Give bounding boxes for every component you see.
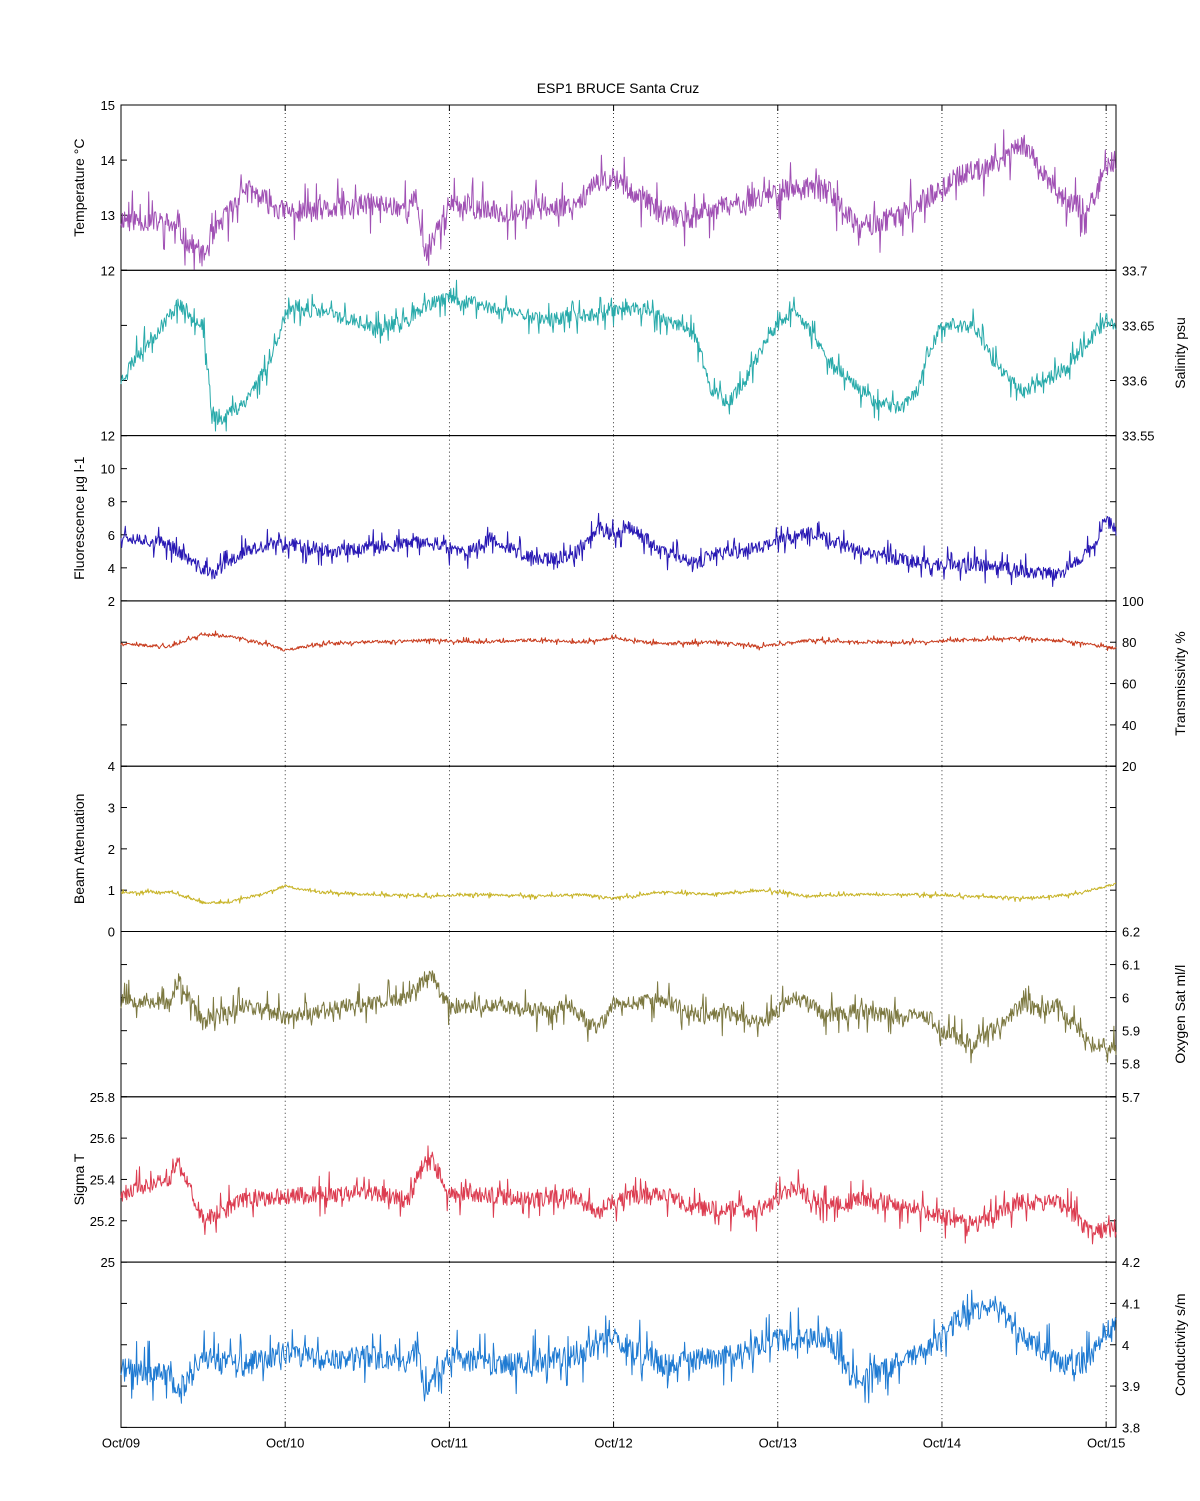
series-line-transmissivity <box>120 630 1117 652</box>
y-tick-label: 25 <box>101 1255 115 1270</box>
x-tick-label: Oct/15 <box>1087 1435 1125 1450</box>
y-tick-label: 80 <box>1122 635 1136 650</box>
y-tick-label: 25.8 <box>90 1090 115 1105</box>
x-tick-label: Oct/10 <box>266 1435 304 1450</box>
y-tick-label: 0 <box>108 925 115 940</box>
series-line-salinity <box>120 279 1117 432</box>
y-tick-label: 33.6 <box>1122 374 1147 389</box>
panel-transmissivity: 20 40 60 80 100 Transmissivity % <box>120 594 1188 774</box>
y-tick-label: 6 <box>1122 991 1129 1006</box>
y-tick-label: 13 <box>101 208 115 223</box>
series-line-temperature <box>120 129 1117 271</box>
y-tick-label: 4 <box>108 561 115 576</box>
panel-sigma_t: 25 25.2 25.4 25.6 25.8 Sigma T <box>71 1090 1117 1270</box>
y-tick-label: 3.9 <box>1122 1379 1140 1394</box>
x-tick-label: Oct/11 <box>431 1435 468 1450</box>
y-tick-label: 25.2 <box>90 1214 115 1229</box>
y-axis-label: Beam Attenuation <box>71 794 87 905</box>
y-tick-label: 25.4 <box>90 1172 115 1187</box>
y-tick-label: 3.8 <box>1122 1420 1140 1435</box>
y-axis-label: Salinity psu <box>1172 317 1188 389</box>
series-line-conductivity <box>120 1289 1117 1404</box>
y-tick-label: 4 <box>1122 1338 1129 1353</box>
y-tick-label: 6.2 <box>1122 925 1140 940</box>
y-tick-label: 12 <box>101 263 115 278</box>
y-tick-label: 100 <box>1122 594 1144 609</box>
series-line-beam_attenuation <box>121 882 1116 905</box>
y-tick-label: 4.2 <box>1122 1255 1140 1270</box>
chart-title: ESP1 BRUCE Santa Cruz <box>537 80 700 96</box>
y-tick-label: 33.55 <box>1122 429 1155 444</box>
y-tick-label: 8 <box>108 495 115 510</box>
x-tick-label: Oct/12 <box>594 1435 632 1450</box>
y-tick-label: 5.9 <box>1122 1024 1140 1039</box>
y-axis-label: Temperature °C <box>71 139 87 237</box>
y-tick-label: 6.1 <box>1122 958 1140 973</box>
series-line-oxygen_sat <box>120 970 1117 1064</box>
y-tick-label: 25.6 <box>90 1131 115 1146</box>
series-line-fluorescence <box>120 512 1117 587</box>
y-tick-label: 5.7 <box>1122 1090 1140 1105</box>
y-tick-label: 20 <box>1122 759 1136 774</box>
y-axis-label: Sigma T <box>71 1153 87 1205</box>
y-tick-label: 4 <box>108 759 115 774</box>
y-tick-label: 10 <box>101 462 115 477</box>
x-tick-label: Oct/13 <box>759 1435 797 1450</box>
series-line-sigma_t <box>120 1145 1117 1245</box>
y-tick-label: 15 <box>101 98 115 113</box>
y-axis-label: Fluorescence µg l-1 <box>71 456 87 579</box>
panel-fluorescence: 2 4 6 8 10 12 Fluorescence µg l-1 <box>71 429 1117 609</box>
y-tick-label: 60 <box>1122 677 1136 692</box>
panel-beam_attenuation: 0 1 2 3 4 Beam Attenuation <box>71 759 1117 940</box>
y-tick-label: 33.65 <box>1122 318 1155 333</box>
y-tick-label: 3 <box>108 801 115 816</box>
x-tick-label: Oct/14 <box>923 1435 961 1450</box>
y-tick-label: 5.8 <box>1122 1057 1140 1072</box>
y-tick-label: 40 <box>1122 718 1136 733</box>
y-axis-label: Oxygen Sat ml/l <box>1172 965 1188 1064</box>
y-axis-label: Conductivity s/m <box>1172 1293 1188 1396</box>
y-tick-label: 33.7 <box>1122 263 1147 278</box>
y-tick-label: 2 <box>108 594 115 609</box>
y-tick-label: 1 <box>108 883 115 898</box>
panel-conductivity: 3.8 3.9 4 4.1 4.2 Conductivity s/m <box>120 1255 1188 1435</box>
y-tick-label: 6 <box>108 528 115 543</box>
y-tick-label: 14 <box>101 153 115 168</box>
y-tick-label: 2 <box>108 842 115 857</box>
y-tick-label: 4.1 <box>1122 1296 1140 1311</box>
x-tick-label: Oct/09 <box>102 1435 140 1450</box>
y-axis-label: Transmissivity % <box>1172 631 1188 736</box>
y-tick-label: 12 <box>101 429 115 444</box>
